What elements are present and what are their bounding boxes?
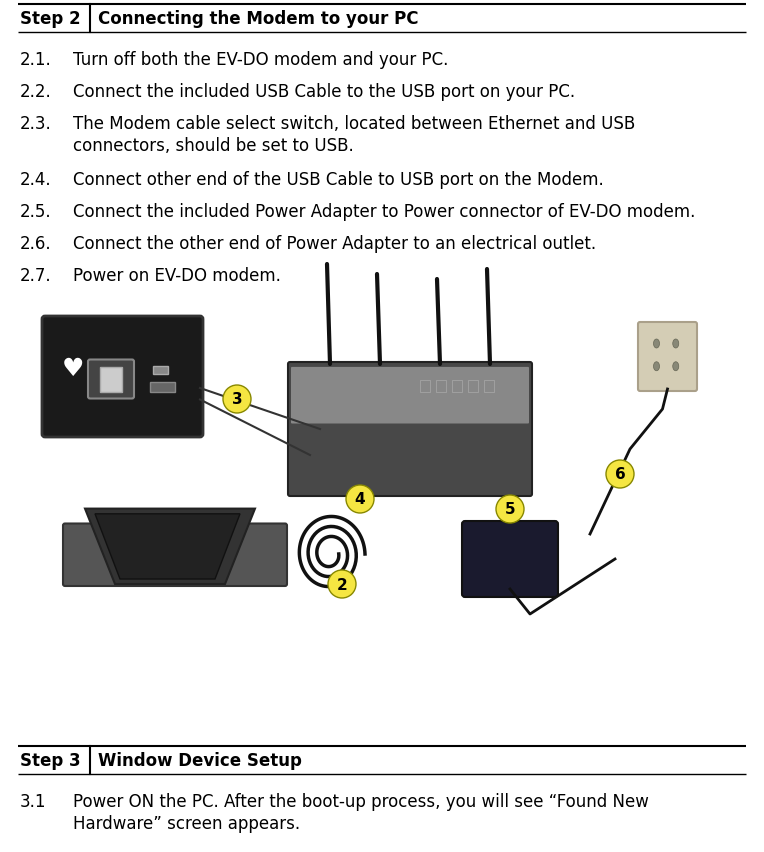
- Bar: [420, 381, 430, 393]
- Ellipse shape: [673, 362, 678, 371]
- Polygon shape: [85, 509, 255, 584]
- Bar: [150, 382, 175, 392]
- Text: 2.1.: 2.1.: [20, 51, 52, 69]
- Text: Step 2: Step 2: [20, 10, 81, 28]
- Ellipse shape: [653, 340, 659, 348]
- Text: Connect the included USB Cable to the USB port on your PC.: Connect the included USB Cable to the US…: [73, 83, 575, 101]
- Circle shape: [496, 495, 524, 523]
- Text: 2.4.: 2.4.: [20, 170, 52, 189]
- Bar: [436, 381, 446, 393]
- Bar: [18, 305, 746, 740]
- Text: Power ON the PC. After the boot-up process, you will see “Found New: Power ON the PC. After the boot-up proce…: [73, 792, 649, 810]
- Text: 3.1: 3.1: [20, 792, 47, 810]
- Text: The Modem cable select switch, located between Ethernet and USB: The Modem cable select switch, located b…: [73, 115, 635, 133]
- Text: Power on EV-DO modem.: Power on EV-DO modem.: [73, 267, 281, 285]
- Ellipse shape: [673, 340, 678, 348]
- Text: 5: 5: [505, 502, 515, 517]
- FancyBboxPatch shape: [88, 360, 134, 399]
- FancyBboxPatch shape: [42, 317, 203, 437]
- Text: Turn off both the EV-DO modem and your PC.: Turn off both the EV-DO modem and your P…: [73, 51, 448, 69]
- Circle shape: [223, 386, 251, 413]
- FancyBboxPatch shape: [462, 521, 558, 597]
- Text: 2.7.: 2.7.: [20, 267, 52, 285]
- Circle shape: [606, 460, 634, 488]
- FancyBboxPatch shape: [291, 367, 529, 424]
- Text: Hardware” screen appears.: Hardware” screen appears.: [73, 814, 300, 832]
- Ellipse shape: [653, 362, 659, 371]
- FancyBboxPatch shape: [63, 524, 287, 586]
- Circle shape: [328, 570, 356, 598]
- Text: 2.5.: 2.5.: [20, 203, 52, 221]
- Text: Connect the other end of Power Adapter to an electrical outlet.: Connect the other end of Power Adapter t…: [73, 234, 596, 253]
- Text: 3: 3: [231, 392, 242, 407]
- Text: Window Device Setup: Window Device Setup: [98, 751, 302, 769]
- FancyBboxPatch shape: [100, 367, 122, 392]
- FancyBboxPatch shape: [288, 363, 532, 497]
- FancyBboxPatch shape: [638, 323, 697, 392]
- Text: ♥: ♥: [62, 357, 84, 381]
- Bar: [452, 381, 462, 393]
- Text: Connecting the Modem to your PC: Connecting the Modem to your PC: [98, 10, 419, 28]
- Text: Connect the included Power Adapter to Power connector of EV-DO modem.: Connect the included Power Adapter to Po…: [73, 203, 695, 221]
- Text: 2: 2: [337, 577, 348, 592]
- Text: 2.6.: 2.6.: [20, 234, 52, 253]
- Bar: [484, 381, 494, 393]
- Text: 4: 4: [354, 492, 365, 507]
- Text: 2.3.: 2.3.: [20, 115, 52, 133]
- Text: 6: 6: [614, 467, 626, 482]
- Text: 2.2.: 2.2.: [20, 83, 52, 101]
- Text: connectors, should be set to USB.: connectors, should be set to USB.: [73, 137, 354, 155]
- Text: Connect other end of the USB Cable to USB port on the Modem.: Connect other end of the USB Cable to US…: [73, 170, 604, 189]
- Text: Step 3: Step 3: [20, 751, 81, 769]
- Bar: [468, 381, 478, 393]
- Circle shape: [346, 486, 374, 514]
- Bar: [153, 366, 168, 374]
- Polygon shape: [95, 515, 240, 579]
